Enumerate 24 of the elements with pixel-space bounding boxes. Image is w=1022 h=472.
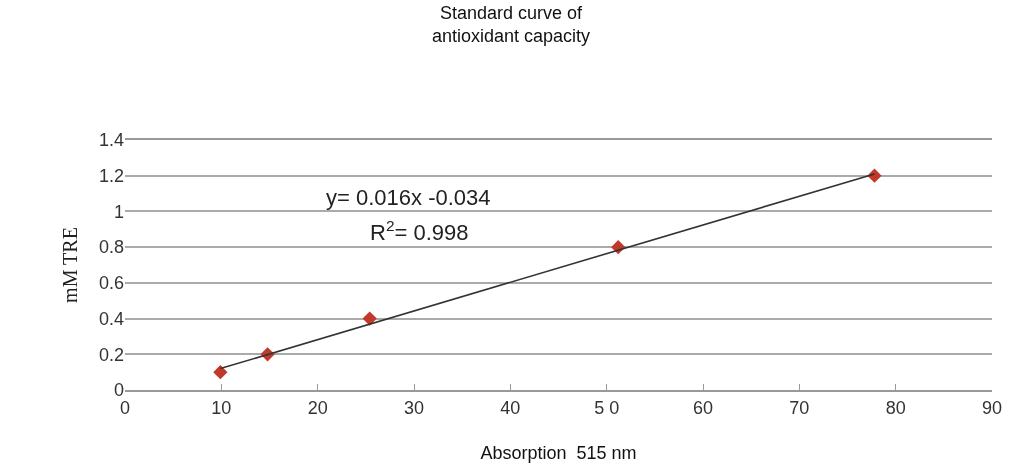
y-tick-label: 0 xyxy=(113,380,124,401)
point xyxy=(213,364,228,380)
y-tick-label: 1 xyxy=(113,201,124,222)
y-tick-label: 0.2 xyxy=(98,344,124,365)
y-tick-label: 0.4 xyxy=(98,308,124,329)
y-tick-label: 1.2 xyxy=(98,166,124,187)
annotation: R$^{2}$= 0.998 xyxy=(370,217,469,246)
y-tick-label: 1.4 xyxy=(98,130,124,151)
point xyxy=(362,311,377,326)
y-axis-title: mM TRE xyxy=(59,227,82,303)
x-tick-label: 90 xyxy=(981,397,1003,418)
x-axis-title: Absorption 515 nm xyxy=(480,443,637,464)
annotation: y= 0.016x -0.034 xyxy=(326,185,491,210)
x-tick-label: 30 xyxy=(403,397,425,418)
x-tick-label: 20 xyxy=(307,397,328,418)
y-tick-label: 0.8 xyxy=(98,237,124,258)
x-tick-label: 10 xyxy=(211,397,232,418)
chart-title: Standard curve of antioxidant capacity xyxy=(431,2,591,47)
x-tick-label: 80 xyxy=(885,397,906,418)
x-tick-label: 60 xyxy=(692,397,714,418)
x-tick-label: 40 xyxy=(500,397,521,418)
y-tick-label: 0.6 xyxy=(98,273,124,294)
x-tick-label: 5 0 xyxy=(594,397,620,418)
x-tick-label: 70 xyxy=(789,397,810,418)
